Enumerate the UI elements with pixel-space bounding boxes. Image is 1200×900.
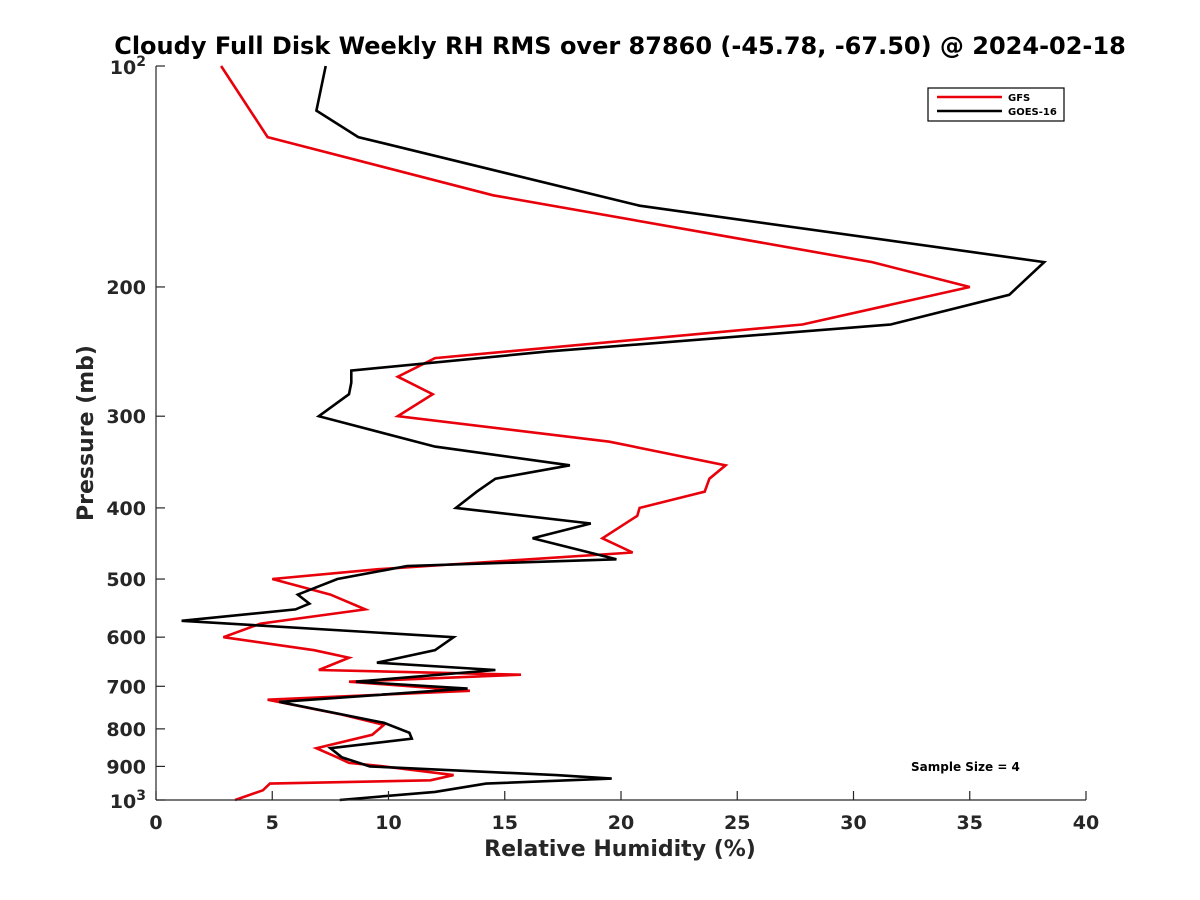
x-tick-label: 0 — [149, 812, 162, 834]
series-line-goes-16 — [181, 65, 1048, 802]
y-tick-label: 500 — [106, 569, 146, 591]
legend-label-gfs: GFS — [1008, 93, 1030, 104]
x-tick-label: 25 — [724, 812, 750, 834]
y-tick-label: 800 — [106, 719, 146, 741]
x-tick-label: 15 — [492, 812, 518, 834]
plot-area: 0 5 10 15 20 25 30 35 40 200 300 400 500 600 700 800 900… — [106, 54, 1099, 834]
series-line-gfs — [220, 65, 971, 802]
y-tick-label: 900 — [106, 756, 146, 778]
y-tick-label-bottom: 103 — [110, 788, 146, 813]
legend: GFS GOES-16 — [927, 87, 1065, 122]
x-tick-label: 10 — [375, 812, 401, 834]
x-tick-label: 30 — [840, 812, 866, 834]
y-tick-label: 400 — [106, 498, 146, 520]
y-axis-label: Pressure (mb) — [74, 345, 99, 521]
y-tick-label: 200 — [106, 277, 146, 299]
y-tick-label-top: 102 — [110, 54, 146, 79]
x-tick-label: 35 — [957, 812, 983, 834]
y-tick-label: 600 — [106, 627, 146, 649]
legend-label-goes-16: GOES-16 — [1008, 107, 1057, 118]
chart-title: Cloudy Full Disk Weekly RH RMS over 8786… — [114, 32, 1126, 60]
y-tick-label: 700 — [106, 676, 146, 698]
legend-box — [927, 87, 1065, 122]
x-axis-label: Relative Humidity (%) — [484, 837, 756, 862]
x-tick-label: 20 — [608, 812, 634, 834]
sample-size-annotation: Sample Size = 4 — [911, 760, 1020, 774]
x-tick-label: 40 — [1073, 812, 1099, 834]
y-tick-label: 300 — [106, 406, 146, 428]
x-tick-label: 5 — [266, 812, 279, 834]
